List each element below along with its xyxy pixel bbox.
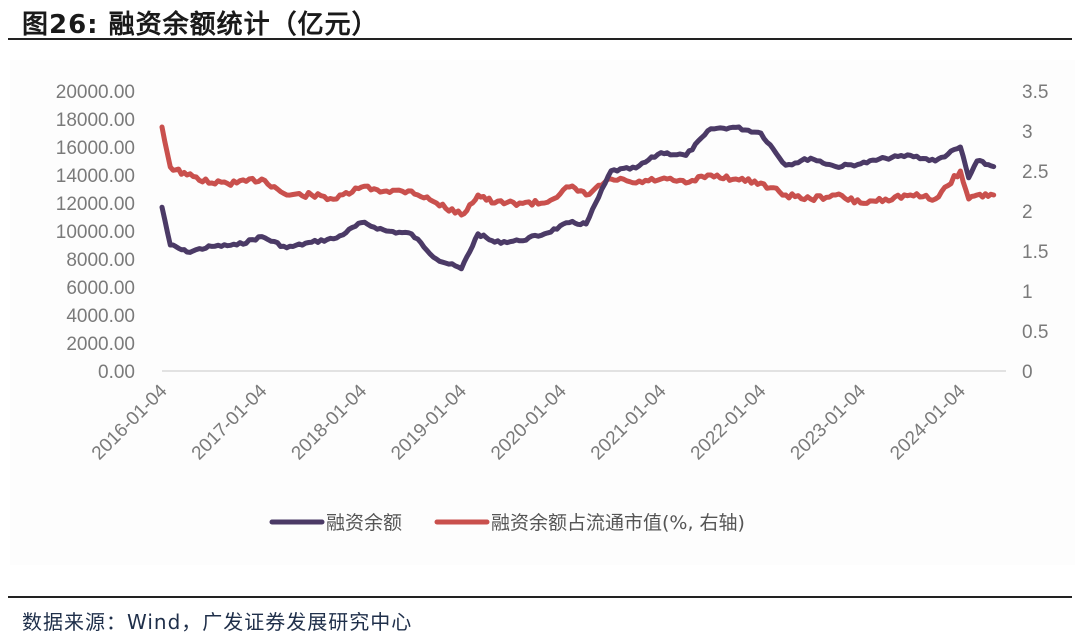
series-margin-balance-line <box>159 124 997 272</box>
x-tick-label: 2019-01-04 <box>387 380 471 464</box>
legend-item-ratio: 融资余额占流通市值(%, 右轴) <box>434 512 745 534</box>
x-axis: 2016-01-04 2017-01-04 2018-01-04 2019-01-04… <box>88 380 970 464</box>
left-y-tick-label: 10000.00 <box>56 222 135 243</box>
left-y-tick-label: 0.00 <box>98 362 135 383</box>
right-y-tick-label: 0.5 <box>1022 322 1048 343</box>
legend-item-margin-balance: 融资余额 <box>269 512 402 534</box>
left-y-tick-label: 18000.00 <box>56 110 135 131</box>
left-y-tick-label: 6000.00 <box>66 278 135 299</box>
right-y-tick-label: 3 <box>1022 122 1033 143</box>
title-divider <box>8 38 1072 40</box>
legend-label-ratio: 融资余额占流通市值(%, 右轴) <box>491 512 745 534</box>
x-tick-label: 2022-01-04 <box>687 380 771 464</box>
x-tick-label: 2016-01-04 <box>88 380 172 464</box>
left-y-tick-label: 14000.00 <box>56 166 135 187</box>
x-tick-label: 2018-01-04 <box>288 380 372 464</box>
left-y-tick-label: 16000.00 <box>56 138 135 159</box>
x-tick-label: 2023-01-04 <box>787 380 871 464</box>
footer-divider <box>8 596 1072 598</box>
left-y-tick-label: 8000.00 <box>66 250 135 271</box>
right-y-tick-label: 2.5 <box>1022 162 1048 183</box>
right-y-tick-label: 3.5 <box>1022 82 1048 103</box>
right-y-tick-label: 1 <box>1022 282 1033 303</box>
chart-panel <box>10 60 1075 565</box>
legend: 融资余额 融资余额占流通市值(%, 右轴) <box>269 512 745 534</box>
series-ratio-line <box>159 124 997 218</box>
right-y-tick-label: 1.5 <box>1022 242 1048 263</box>
left-y-tick-label: 20000.00 <box>56 82 135 103</box>
left-y-tick-label: 4000.00 <box>66 306 135 327</box>
x-tick-label: 2017-01-04 <box>188 380 272 464</box>
left-y-axis: 0.00 2000.00 4000.00 6000.00 8000.00 10000.00… <box>56 82 135 383</box>
left-y-tick-label: 12000.00 <box>56 194 135 215</box>
x-tick-label: 2021-01-04 <box>587 380 671 464</box>
figure-title: 图26: 融资余额统计（亿元） <box>22 10 379 40</box>
x-tick-label: 2024-01-04 <box>886 380 970 464</box>
right-y-axis: 0 0.5 1 1.5 2 2.5 3 3.5 <box>1022 82 1048 383</box>
right-y-tick-label: 2 <box>1022 202 1033 223</box>
right-y-tick-label: 0 <box>1022 362 1033 383</box>
legend-label-margin-balance: 融资余额 <box>326 512 402 534</box>
x-tick-label: 2020-01-04 <box>487 380 571 464</box>
data-source-note: 数据来源：Wind，广发证券发展研究中心 <box>22 610 413 634</box>
left-y-tick-label: 2000.00 <box>66 334 135 355</box>
